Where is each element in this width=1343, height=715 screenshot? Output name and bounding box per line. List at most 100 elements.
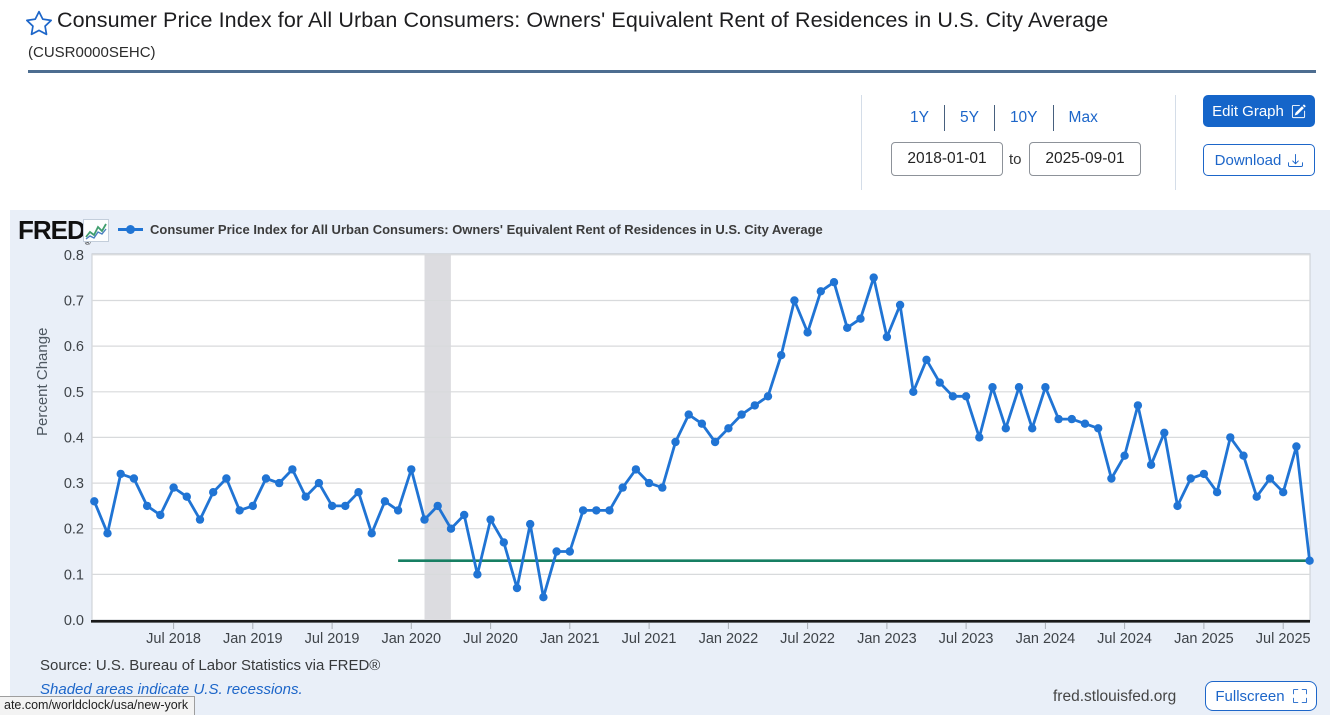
recession-note-link[interactable]: Shaded areas indicate U.S. recessions.: [40, 681, 303, 698]
svg-text:Jul 2023: Jul 2023: [939, 631, 994, 647]
data-point: [209, 488, 218, 497]
data-point: [1041, 383, 1050, 392]
data-point: [499, 538, 508, 547]
series-id: (CUSR0000SEHC): [28, 44, 156, 61]
data-point: [1094, 424, 1103, 433]
favorite-star-icon[interactable]: [26, 10, 52, 36]
data-point: [777, 351, 786, 360]
data-point: [605, 506, 614, 515]
data-point: [90, 497, 99, 506]
data-point: [1239, 451, 1248, 460]
data-point: [1199, 469, 1209, 479]
data-point: [446, 524, 456, 533]
edit-graph-button[interactable]: Edit Graph: [1203, 95, 1315, 127]
data-point: [1305, 556, 1314, 565]
svg-text:Jul 2025: Jul 2025: [1256, 631, 1311, 647]
svg-text:Jan 2021: Jan 2021: [540, 631, 600, 647]
fred-chart-card: Jul 2018 Jan 2019 Jul 2019 Jan 2020 Jul 2020…: [10, 210, 1330, 715]
fred-chart-plot[interactable]: Jul 2018 Jan 2019 Jul 2019 Jan 2020 Jul 2020…: [10, 210, 1330, 650]
range-1y[interactable]: 1Y: [910, 109, 929, 126]
svg-text:Jul 2024: Jul 2024: [1097, 631, 1152, 647]
data-point: [420, 515, 429, 524]
data-point: [922, 355, 931, 364]
svg-text:Jan 2024: Jan 2024: [1016, 631, 1076, 647]
data-point: [882, 332, 892, 342]
data-point: [275, 478, 284, 488]
svg-text:0.3: 0.3: [64, 476, 84, 492]
data-point: [301, 492, 310, 501]
data-point: [671, 437, 680, 447]
svg-text:Jan 2023: Jan 2023: [857, 631, 917, 647]
data-point: [526, 519, 535, 529]
controls-separator-right: [1175, 95, 1176, 190]
data-point: [895, 300, 905, 310]
data-point: [261, 474, 271, 483]
svg-text:Jul 2018: Jul 2018: [146, 631, 201, 647]
data-point: [869, 273, 878, 282]
data-point: [592, 506, 601, 515]
data-point: [169, 483, 178, 492]
svg-text:0.4: 0.4: [64, 430, 84, 446]
chart-legend[interactable]: Consumer Price Index for All Urban Consu…: [118, 222, 823, 237]
data-point: [1014, 383, 1024, 392]
data-point: [631, 465, 641, 474]
source-attribution: Source: U.S. Bureau of Labor Statistics …: [40, 657, 381, 674]
svg-text:Jul 2019: Jul 2019: [305, 631, 360, 647]
data-point: [380, 497, 390, 506]
data-point: [935, 378, 944, 387]
data-point: [644, 478, 654, 488]
data-point: [473, 570, 482, 579]
data-point: [539, 593, 548, 602]
data-point: [1028, 424, 1037, 433]
site-label: fred.stlouisfed.org: [1053, 688, 1177, 705]
svg-text:0.7: 0.7: [64, 294, 84, 310]
data-point: [393, 506, 403, 515]
data-point: [1133, 401, 1143, 410]
data-point: [341, 501, 350, 511]
fullscreen-button[interactable]: Fullscreen: [1205, 681, 1317, 711]
data-point: [1146, 460, 1156, 469]
data-point: [248, 501, 257, 511]
data-point: [988, 383, 997, 392]
range-5y[interactable]: 5Y: [959, 109, 979, 126]
data-point: [1067, 414, 1077, 424]
range-10y[interactable]: 10Y: [1009, 109, 1038, 126]
data-point: [512, 583, 522, 593]
edit-icon: [1291, 103, 1306, 118]
svg-text:0.5: 0.5: [64, 385, 84, 401]
data-point: [1054, 414, 1063, 424]
data-point: [843, 323, 852, 332]
data-point: [803, 328, 812, 337]
data-point: [1173, 501, 1182, 511]
data-point: [961, 392, 971, 401]
browser-status-tooltip: ate.com/worldclock/usa/new-york: [0, 696, 196, 715]
data-point: [327, 501, 337, 511]
svg-text:Jan 2025: Jan 2025: [1174, 631, 1234, 647]
date-range-to-label: to: [1009, 151, 1022, 168]
data-point: [116, 469, 125, 479]
fred-logo[interactable]: FRED®: [18, 215, 91, 247]
svg-text:Jul 2022: Jul 2022: [780, 631, 835, 647]
download-label: Download: [1214, 151, 1282, 169]
data-point: [618, 483, 627, 492]
data-point: [975, 433, 984, 442]
svg-text:Jan 2020: Jan 2020: [381, 631, 441, 647]
data-point: [763, 392, 773, 401]
svg-text:0.1: 0.1: [64, 567, 84, 583]
data-point: [710, 437, 720, 447]
data-point: [354, 488, 363, 497]
data-point: [1107, 474, 1116, 483]
range-max[interactable]: Max: [1068, 109, 1098, 126]
data-point: [684, 410, 693, 419]
end-date-input[interactable]: [1029, 142, 1141, 176]
data-point: [1292, 442, 1301, 451]
data-point: [1279, 488, 1288, 497]
data-point: [697, 419, 707, 428]
start-date-input[interactable]: [891, 142, 1003, 176]
data-point: [142, 501, 152, 511]
svg-text:Percent Change: Percent Change: [34, 328, 51, 436]
data-point: [235, 506, 244, 515]
data-point: [1226, 433, 1235, 442]
download-button[interactable]: Download: [1203, 144, 1315, 176]
